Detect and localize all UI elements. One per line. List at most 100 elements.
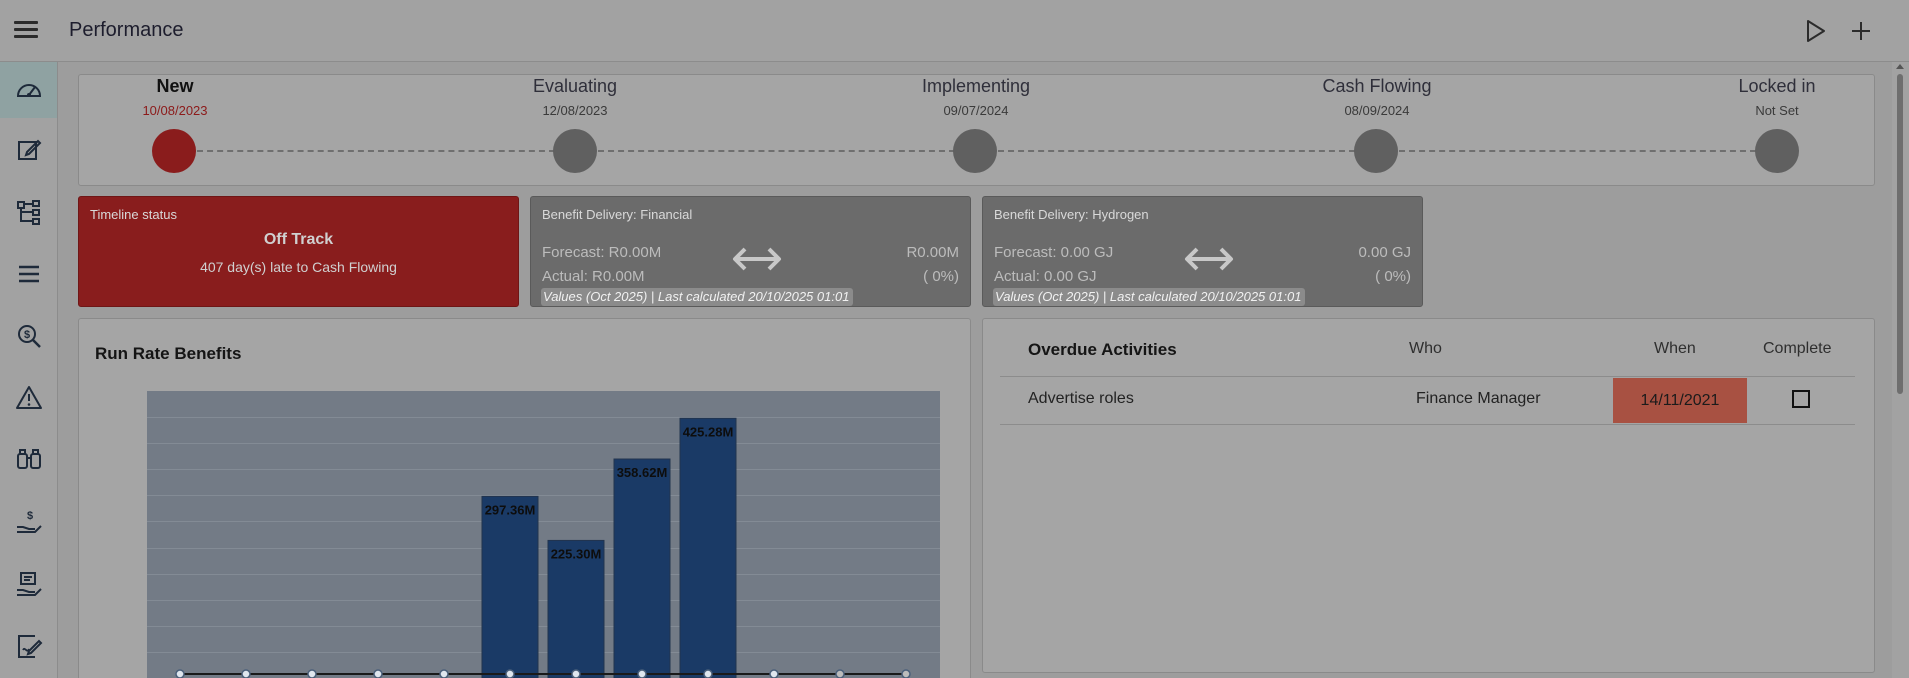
- card-title: Timeline status: [90, 207, 177, 222]
- stage-date: Not Set: [1755, 103, 1799, 118]
- sidebar-item-cash-register[interactable]: [0, 556, 57, 612]
- sidebar-item-warning[interactable]: [0, 370, 57, 426]
- series-point[interactable]: [835, 669, 845, 678]
- stage-connector: [998, 150, 1355, 152]
- hand-money-icon: $: [16, 510, 42, 533]
- column-complete[interactable]: Complete: [1763, 340, 1832, 357]
- benefit-financial-card[interactable]: Benefit Delivery: Financial Forecast: R0…: [530, 196, 971, 307]
- status-detail: 407 day(s) late to Cash Flowing: [200, 259, 397, 275]
- stage-date: 10/08/2023: [142, 103, 208, 118]
- complete-checkbox[interactable]: [1792, 390, 1810, 408]
- value-text: R0.00M: [906, 244, 959, 261]
- stage-new: New 10/08/2023: [75, 76, 275, 118]
- chart-svg: 297.36M 225.30M 358.62M 425.28M: [147, 417, 940, 678]
- top-bar: Performance: [0, 0, 1909, 62]
- table-divider: [1000, 424, 1855, 425]
- series-point[interactable]: [637, 669, 647, 678]
- overdue-panel: [982, 318, 1875, 673]
- series-point[interactable]: [439, 669, 449, 678]
- svg-text:$: $: [26, 510, 32, 522]
- chart-bar[interactable]: [481, 495, 539, 678]
- forecast-text: Forecast: R0.00M: [542, 244, 662, 261]
- plus-icon[interactable]: [1846, 16, 1876, 46]
- search-money-icon: $: [17, 325, 41, 348]
- series-point[interactable]: [373, 669, 383, 678]
- column-who[interactable]: Who: [1409, 340, 1442, 357]
- stage-date: 09/07/2024: [943, 103, 1009, 118]
- series-point[interactable]: [703, 669, 713, 678]
- percent-text: ( 0%): [1375, 268, 1411, 285]
- stage-dot-evaluating[interactable]: [553, 129, 597, 173]
- column-when[interactable]: When: [1654, 340, 1696, 357]
- stage-date: 12/08/2023: [542, 103, 608, 118]
- stage-date: 08/09/2024: [1344, 103, 1410, 118]
- card-title: Benefit Delivery: Financial: [542, 207, 693, 222]
- chart-bar[interactable]: [679, 417, 737, 678]
- stage-dot-locked-in[interactable]: [1755, 129, 1799, 173]
- hierarchy-icon: [16, 200, 40, 225]
- svg-text:$: $: [23, 329, 29, 341]
- series-point[interactable]: [901, 669, 911, 678]
- stage-name: Locked in: [1738, 76, 1816, 96]
- scroll-thumb[interactable]: [1897, 74, 1903, 394]
- scroll-up-arrow-icon[interactable]: [1896, 64, 1904, 69]
- stage-name: Cash Flowing: [1322, 76, 1432, 96]
- stage-dot-cash-flowing[interactable]: [1354, 129, 1398, 173]
- stage-implementing: Implementing 09/07/2024: [876, 76, 1076, 118]
- stage-cash-flowing: Cash Flowing 08/09/2024: [1277, 76, 1477, 118]
- series-point[interactable]: [241, 669, 251, 678]
- chart-bar[interactable]: [613, 458, 671, 678]
- chart-bar[interactable]: [547, 539, 605, 678]
- series-point[interactable]: [307, 669, 317, 678]
- sidebar-item-edit[interactable]: [0, 122, 57, 178]
- chart-title: Run Rate Benefits: [95, 344, 242, 363]
- bar-data-label: 358.62M: [617, 465, 668, 480]
- stage-connector: [598, 150, 955, 152]
- table-divider: [1000, 376, 1855, 377]
- sidebar-item-dashboard[interactable]: [0, 62, 57, 118]
- timeline-status-card[interactable]: Timeline status Off Track 407 day(s) lat…: [78, 196, 519, 307]
- sidebar-item-hierarchy[interactable]: [0, 184, 57, 240]
- run-rate-chart: 297.36M 225.30M 358.62M 425.28M: [147, 391, 940, 678]
- scrollbar[interactable]: [1892, 62, 1909, 678]
- stage-connector: [197, 150, 555, 152]
- card-title: Benefit Delivery: Hydrogen: [994, 207, 1149, 222]
- sidebar-item-document-sign[interactable]: [0, 618, 57, 674]
- sidebar: $ $: [0, 62, 58, 678]
- sidebar-item-binoculars[interactable]: [0, 432, 57, 488]
- document-sign-icon: [17, 635, 42, 658]
- benefit-hydrogen-card[interactable]: Benefit Delivery: Hydrogen Forecast: 0.0…: [982, 196, 1423, 307]
- double-arrow-icon: [733, 247, 781, 271]
- values-footer: Values (Oct 2025) | Last calculated 20/1…: [541, 288, 854, 306]
- series-point[interactable]: [571, 669, 581, 678]
- stage-dot-implementing[interactable]: [953, 129, 997, 173]
- values-footer: Values (Oct 2025) | Last calculated 20/1…: [993, 288, 1306, 306]
- activity-name[interactable]: Advertise roles: [1028, 390, 1134, 407]
- bar-data-label: 425.28M: [683, 424, 734, 439]
- bar-data-label: 297.36M: [485, 502, 536, 517]
- list-icon: [18, 265, 39, 283]
- warning-icon: [15, 386, 42, 409]
- value-text: 0.00 GJ: [1358, 244, 1411, 261]
- series-point[interactable]: [769, 669, 779, 678]
- activity-when: 14/11/2021: [1613, 378, 1747, 423]
- series-point[interactable]: [505, 669, 515, 678]
- activity-who: Finance Manager: [1416, 390, 1541, 407]
- series-point[interactable]: [175, 669, 185, 678]
- dashboard-gauge-icon: [16, 84, 41, 97]
- binoculars-icon: [16, 449, 41, 469]
- stage-dot-new[interactable]: [152, 129, 196, 173]
- percent-text: ( 0%): [923, 268, 959, 285]
- stage-evaluating: Evaluating 12/08/2023: [475, 76, 675, 118]
- sidebar-item-hand-money[interactable]: $: [0, 494, 57, 550]
- stage-name: Evaluating: [532, 76, 618, 96]
- menu-icon[interactable]: [14, 18, 38, 42]
- actual-text: Actual: 0.00 GJ: [994, 268, 1097, 285]
- double-arrow-icon: [1185, 247, 1233, 271]
- sidebar-item-search-money[interactable]: $: [0, 308, 57, 364]
- edit-icon: [17, 139, 41, 160]
- sidebar-item-list[interactable]: [0, 246, 57, 302]
- bar-data-label: 225.30M: [551, 546, 602, 561]
- actual-text: Actual: R0.00M: [542, 268, 645, 285]
- play-icon[interactable]: [1800, 16, 1830, 46]
